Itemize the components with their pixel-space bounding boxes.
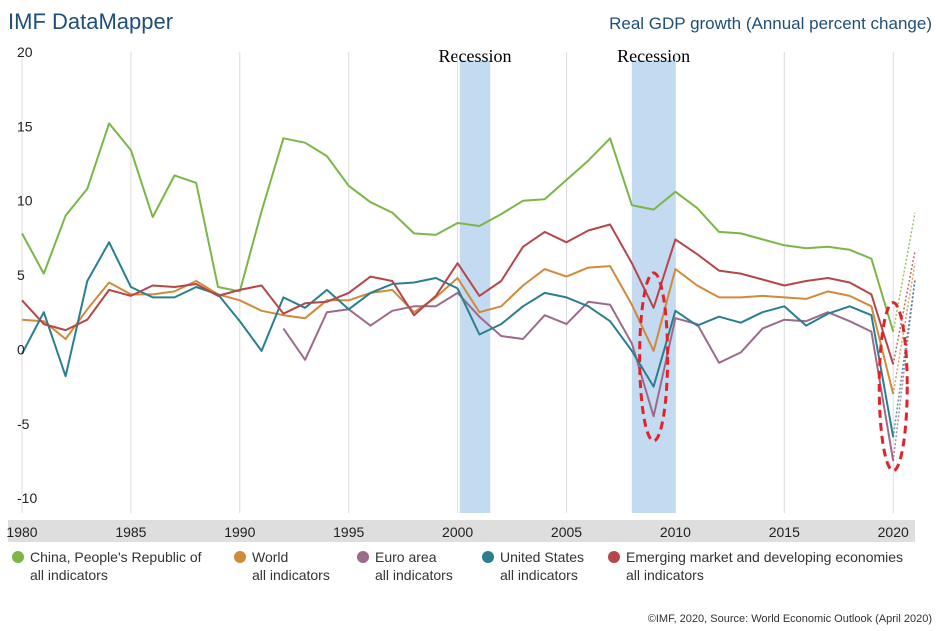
china-swatch-icon <box>12 551 24 563</box>
legend-item-china[interactable]: China, People's Republic of all indicato… <box>12 548 202 584</box>
highlight-circle <box>877 301 909 473</box>
x-tick-label: 1995 <box>333 524 364 540</box>
forecast-line <box>892 279 916 438</box>
chart-title: Real GDP growth (Annual percent change) <box>609 14 932 33</box>
x-tick-label: 1985 <box>115 524 146 540</box>
y-tick-label: 0 <box>17 341 25 357</box>
world-swatch-icon <box>234 551 246 563</box>
recession-band <box>459 60 491 513</box>
forecast-line <box>892 212 916 332</box>
recession-label: Recession <box>439 46 512 66</box>
legend-item-united-states[interactable]: United States all indicators <box>482 548 584 584</box>
brand-title: IMF DataMapper <box>8 9 173 34</box>
legend-item-euro-area[interactable]: Euro area all indicators <box>357 548 453 584</box>
y-tick-label: -10 <box>17 490 37 506</box>
y-tick-label: 15 <box>17 118 33 134</box>
recession-label: Recession <box>617 46 690 66</box>
legend-sublabel: all indicators <box>252 567 330 583</box>
y-tick-label: 20 <box>17 44 33 60</box>
x-tick-label: 2015 <box>769 524 800 540</box>
x-tick-label: 2000 <box>442 524 473 540</box>
x-tick-label: 1980 <box>6 524 37 540</box>
series-line <box>21 241 895 438</box>
series-line <box>21 265 895 395</box>
series-line <box>21 223 895 365</box>
series-line <box>21 122 895 332</box>
legend-sublabel: all indicators <box>626 567 704 583</box>
x-tick-label: 1990 <box>224 524 255 540</box>
source-footer: ©IMF, 2020, Source: World Economic Outlo… <box>647 613 932 625</box>
recession-band <box>631 60 676 513</box>
y-tick-label: -5 <box>17 416 30 432</box>
highlight-circle <box>638 271 670 443</box>
legend-label: Euro area <box>375 549 437 565</box>
x-tick-label: 2005 <box>551 524 582 540</box>
forecast-line <box>892 251 916 365</box>
euro-area-swatch-icon <box>357 551 369 563</box>
x-tick-label: 2010 <box>660 524 691 540</box>
legend-label: United States <box>500 549 585 565</box>
united-states-swatch-icon <box>482 551 494 563</box>
y-tick-label: 5 <box>17 267 25 283</box>
x-tick-label: 2020 <box>878 524 909 540</box>
legend-sublabel: all indicators <box>500 567 578 583</box>
y-tick-label: 10 <box>17 193 33 209</box>
legend-item-world[interactable]: World all indicators <box>234 548 330 584</box>
legend-label: Emerging market and developing economies <box>626 549 904 565</box>
x-axis-bar <box>8 520 915 542</box>
emerging-markets-swatch-icon <box>608 551 620 563</box>
legend-sublabel: all indicators <box>30 567 108 583</box>
legend-sublabel: all indicators <box>375 567 453 583</box>
legend-item-emerging-markets[interactable]: Emerging market and developing economies… <box>608 548 903 584</box>
series-line <box>282 291 895 462</box>
legend-label: China, People's Republic of <box>30 549 202 565</box>
legend-label: World <box>252 549 289 565</box>
